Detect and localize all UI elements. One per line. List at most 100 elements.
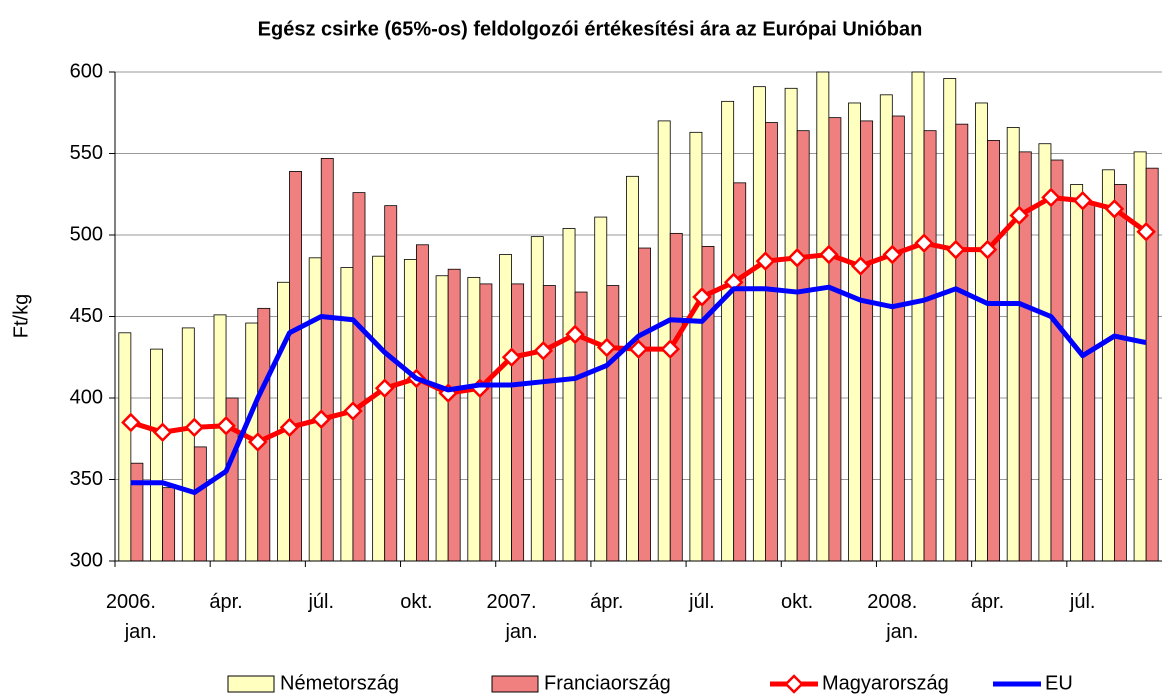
chart-title: Egész csirke (65%-os) feldolgozói értéke… [258,18,923,40]
bar [638,247,651,562]
marker [977,239,998,260]
bar [860,120,874,562]
bar [479,283,493,562]
marker [343,401,363,421]
bar [828,117,842,562]
marker [216,415,236,436]
marker [121,412,141,433]
marker [279,417,300,438]
bar [626,175,639,562]
y-tick-label: 300 [70,549,103,571]
bar [130,462,144,562]
bar [848,102,861,562]
bar [1050,159,1064,562]
bar [784,87,798,562]
bar [1082,201,1096,562]
bar [499,254,512,562]
bar [542,285,556,562]
marker [533,340,554,361]
bar [669,232,683,562]
bar [1101,169,1115,562]
bar [689,131,703,562]
bar [562,228,576,562]
bar [181,327,195,562]
bar [1006,127,1020,562]
bar [765,122,778,562]
marker [850,256,871,276]
marker [660,339,680,359]
legend-label: Németország [280,672,399,694]
marker [1009,205,1029,226]
bar [118,332,132,562]
bar [193,446,207,562]
marker [628,339,649,359]
bar [987,140,1000,562]
bar [320,157,334,562]
y-tick-label: 500 [70,223,103,245]
bar [796,130,810,562]
x-tick-label: júl. [307,591,334,613]
bar [162,487,176,562]
legend-swatch [491,675,539,693]
legend-label: EU [1045,672,1073,694]
y-tick-label: 550 [70,142,103,164]
bar [594,216,608,562]
y-tick-label: 600 [70,60,103,82]
x-tick-label: okt. [400,591,432,613]
x-tick-label: ápr. [590,591,623,613]
bar [733,182,747,562]
bar [352,192,366,562]
bar [213,314,227,562]
bar [891,115,905,562]
bar [955,123,969,562]
bar [606,285,620,562]
marker [787,248,807,268]
legend-marker [784,674,804,694]
bar [467,276,481,562]
bar [416,244,429,562]
bar [752,86,766,562]
bar [530,236,544,562]
bar [447,268,461,562]
marker [597,337,617,358]
marker [946,239,966,260]
marker [374,378,395,398]
marker [501,347,522,368]
x-tick-label: okt. [781,591,813,613]
legend-label: Magyarország [822,672,949,694]
bar [1070,184,1084,562]
bar [435,275,449,562]
marker [882,244,903,265]
x-tick-label: júl. [688,591,715,613]
bar [1133,151,1147,562]
marker [248,432,268,452]
x-tick-label: 2008. jan. [867,591,918,643]
marker [1041,187,1061,208]
bar [308,257,322,562]
bar [879,94,893,562]
y-axis-label: Ft/kg [10,294,32,338]
bar [975,102,988,562]
bar [923,130,937,562]
marker [565,324,585,345]
x-tick-label: ápr. [209,591,242,613]
line [130,284,1147,496]
marker [1136,221,1156,242]
legend-swatch [227,675,275,693]
bar [816,71,830,562]
x-tick-label: ápr. [971,591,1004,613]
bar [911,71,925,562]
marker [914,233,934,253]
marker [311,409,331,429]
bar [943,78,957,562]
bar [721,100,735,562]
marker [819,244,839,265]
legend-label: Franciaország [544,672,671,694]
y-tick-label: 400 [70,386,103,408]
marker [692,287,712,307]
bar [511,283,525,562]
bar [1114,184,1127,562]
x-tick-label: júl. [1069,591,1096,613]
marker [184,417,205,438]
